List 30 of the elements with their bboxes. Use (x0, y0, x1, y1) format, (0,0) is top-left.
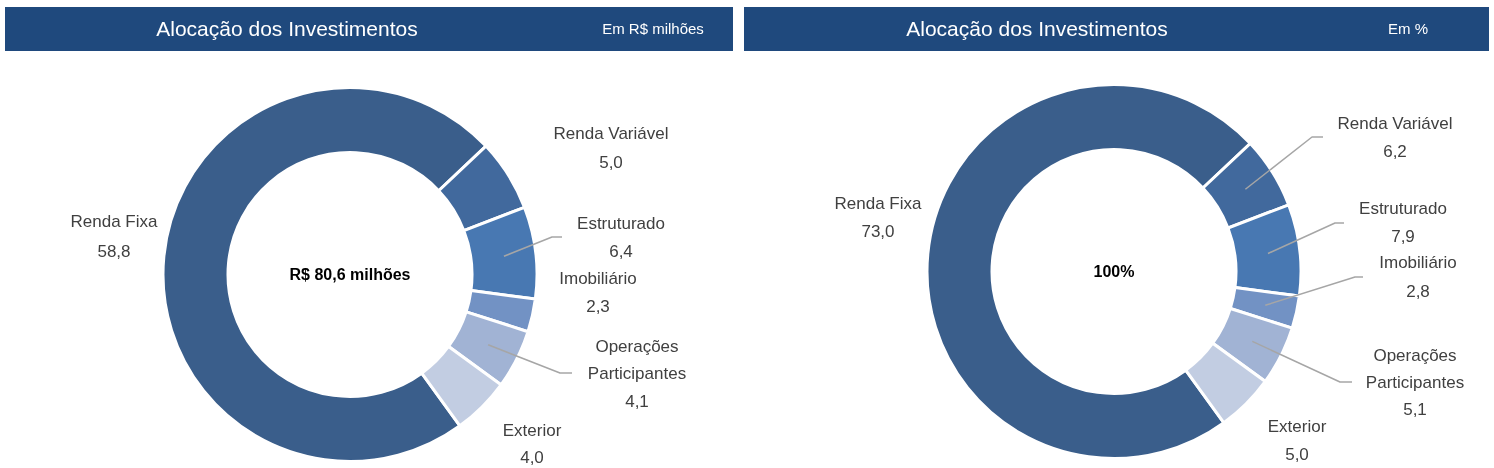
slice-label: Operações Participantes (587, 337, 687, 383)
data-label: 6,4 (609, 242, 633, 261)
data-label: 2,3 (586, 297, 610, 316)
slice-label: Exterior (1267, 417, 1327, 436)
slice-label: Renda Fixa (834, 194, 923, 213)
data-label: 5,0 (599, 153, 623, 172)
text: 100% (1093, 262, 1135, 280)
slice-label: Imobiliário (559, 269, 637, 288)
chart-title: Alocação dos Investimentos (906, 16, 1168, 42)
slice-label: Estruturado (1359, 199, 1447, 218)
slice-label: Renda Variável (1337, 114, 1453, 133)
slice-label: Imobiliário (1379, 253, 1457, 272)
data-label: 7,9 (1391, 227, 1415, 246)
text: R$ 80,6 milhões (289, 265, 411, 283)
chart-title: Alocação dos Investimentos (156, 16, 418, 42)
slice-label: Estruturado (577, 214, 665, 233)
data-label: 73,0 (861, 222, 895, 241)
chart-subtitle: Em % (1387, 20, 1429, 38)
data-label: 4,1 (625, 392, 649, 411)
slice-label: Exterior (502, 421, 562, 440)
data-label: 5,0 (1285, 445, 1309, 464)
data-label: 6,2 (1383, 142, 1407, 161)
data-label: 5,1 (1403, 400, 1427, 419)
slice-label: Renda Fixa (70, 212, 159, 231)
slice-label: Operações Participantes (1365, 346, 1465, 392)
data-label: 4,0 (520, 448, 544, 467)
slice-label: Renda Variável (553, 124, 669, 143)
data-label: 58,8 (97, 242, 131, 261)
chart-subtitle: Em R$ milhões (602, 20, 704, 38)
data-label: 2,8 (1406, 282, 1430, 301)
